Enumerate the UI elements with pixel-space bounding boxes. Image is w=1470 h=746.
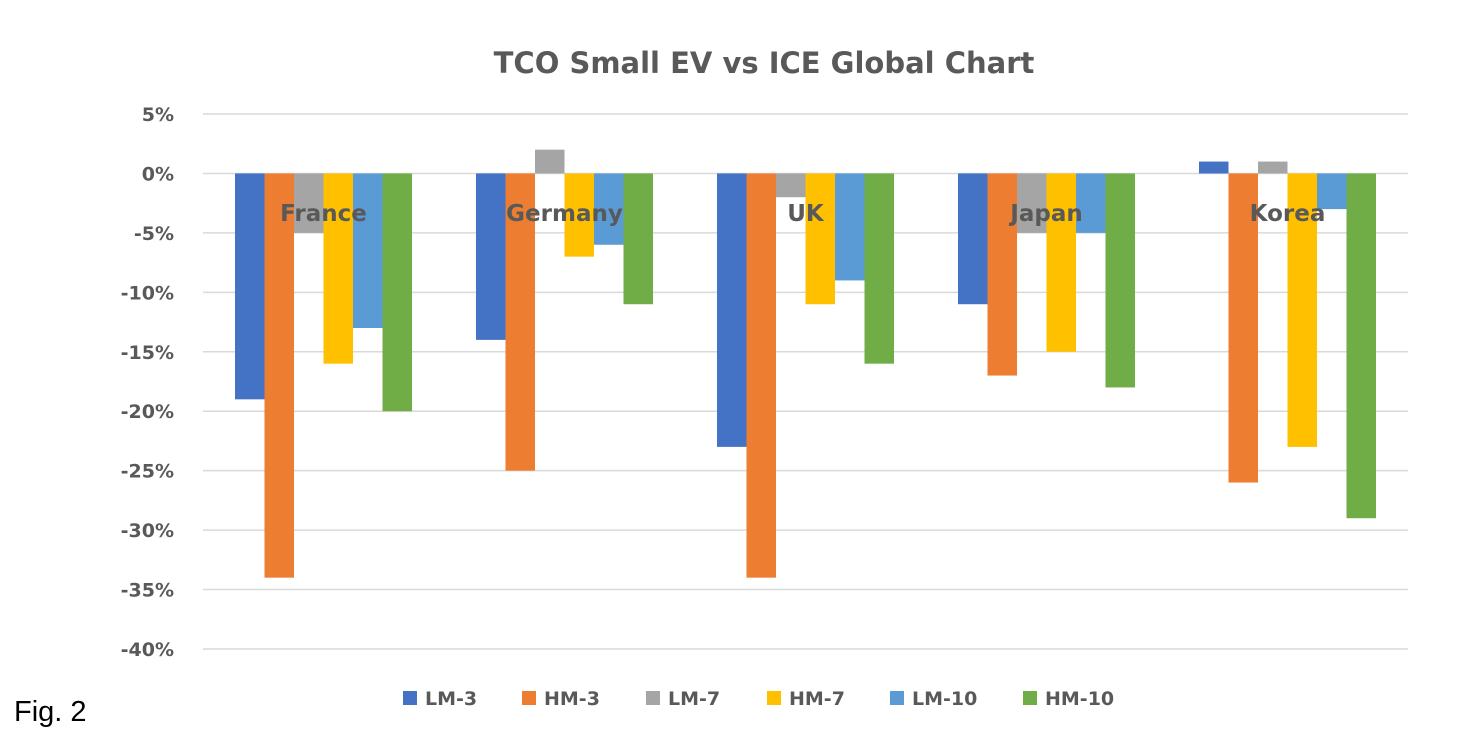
category-label-korea: Korea bbox=[1250, 201, 1326, 227]
figure-caption: Fig. 2 bbox=[14, 696, 87, 728]
legend-label-lm-3: LM-3 bbox=[425, 688, 477, 710]
y-tick-label: -30% bbox=[121, 520, 174, 542]
legend-label-hm-10: HM-10 bbox=[1045, 688, 1114, 710]
bar-uk-hm-7 bbox=[805, 173, 835, 305]
legend-swatch-lm-10 bbox=[890, 691, 904, 705]
legend-swatch-hm-3 bbox=[522, 691, 536, 705]
bar-france-hm-3 bbox=[264, 173, 294, 578]
bar-uk-hm-3 bbox=[746, 173, 776, 578]
category-label-uk: UK bbox=[787, 201, 825, 227]
bar-japan-lm-10 bbox=[1076, 173, 1106, 233]
bar-germany-lm-3 bbox=[476, 173, 506, 340]
chart-title: TCO Small EV vs ICE Global Chart bbox=[494, 46, 1035, 80]
category-label-japan: Japan bbox=[1008, 201, 1082, 227]
bar-france-lm-3 bbox=[235, 173, 265, 400]
y-tick-label: -10% bbox=[121, 282, 174, 304]
bar-germany-hm-10 bbox=[623, 173, 653, 305]
y-tick-label: -35% bbox=[121, 580, 174, 602]
bar-japan-lm-7 bbox=[1017, 173, 1047, 233]
bar-germany-hm-7 bbox=[564, 173, 594, 257]
bar-uk-lm-3 bbox=[717, 173, 747, 447]
legend-swatch-hm-7 bbox=[767, 691, 781, 705]
bar-japan-hm-3 bbox=[987, 173, 1017, 376]
bar-japan-hm-7 bbox=[1046, 173, 1076, 352]
y-tick-label: -20% bbox=[121, 401, 174, 423]
legend-swatch-hm-10 bbox=[1023, 691, 1037, 705]
bar-france-hm-10 bbox=[382, 173, 412, 412]
legend-label-lm-7: LM-7 bbox=[668, 688, 720, 710]
legend-swatch-lm-3 bbox=[403, 691, 417, 705]
y-axis-ticks: 5% 0% -5% -10% -15% -20% -25% -30% -35% -40% bbox=[121, 104, 174, 661]
bar-germany-hm-3 bbox=[505, 173, 535, 471]
bar-uk-hm-10 bbox=[864, 173, 894, 364]
bar-germany-lm-7 bbox=[535, 149, 565, 174]
bar-france-hm-7 bbox=[323, 173, 353, 364]
category-label-france: France bbox=[280, 201, 367, 227]
y-tick-label: 5% bbox=[142, 104, 174, 126]
bar-uk-lm-10 bbox=[835, 173, 865, 281]
legend-label-hm-3: HM-3 bbox=[544, 688, 600, 710]
y-tick-label: 0% bbox=[142, 163, 174, 185]
bar-france-lm-7 bbox=[294, 173, 324, 233]
category-labels: France Germany UK Japan Korea bbox=[280, 201, 1325, 227]
y-tick-label: -25% bbox=[121, 461, 174, 483]
y-tick-label: -15% bbox=[121, 342, 174, 364]
bar-france-lm-10 bbox=[353, 173, 383, 328]
bar-korea-lm-7 bbox=[1258, 161, 1288, 174]
category-label-germany: Germany bbox=[506, 201, 623, 227]
legend-label-hm-7: HM-7 bbox=[789, 688, 845, 710]
y-tick-label: -40% bbox=[121, 639, 174, 661]
bar-uk-lm-7 bbox=[776, 173, 806, 198]
bar-germany-lm-10 bbox=[594, 173, 624, 245]
y-tick-label: -5% bbox=[134, 223, 174, 245]
legend-label-lm-10: LM-10 bbox=[912, 688, 977, 710]
legend-swatch-lm-7 bbox=[646, 691, 660, 705]
bar-korea-hm-7 bbox=[1287, 173, 1317, 447]
bar-japan-hm-10 bbox=[1105, 173, 1135, 388]
bar-korea-lm-10 bbox=[1317, 173, 1347, 210]
bar-korea-lm-3 bbox=[1199, 161, 1229, 174]
bar-japan-lm-3 bbox=[958, 173, 988, 305]
legend: LM-3 HM-3 LM-7 HM-7 LM-10 HM-10 bbox=[403, 688, 1114, 710]
bars bbox=[235, 149, 1376, 578]
bar-korea-hm-3 bbox=[1228, 173, 1258, 483]
bar-korea-hm-10 bbox=[1346, 173, 1376, 519]
